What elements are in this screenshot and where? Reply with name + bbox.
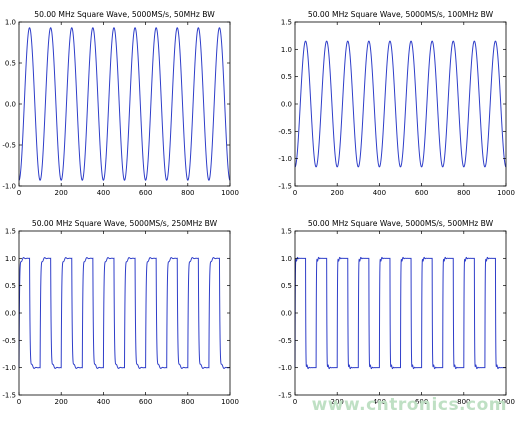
x-tick-label: 600 [415, 189, 428, 197]
plot-frame [294, 21, 507, 187]
y-tick-label: 0.5 [5, 282, 16, 290]
y-tick-label: 0.5 [281, 282, 292, 290]
y-tick-label: -0.5 [278, 337, 292, 345]
x-tick-label: 800 [181, 189, 194, 197]
chart-panel-3: 50.00 MHz Square Wave, 5000MS/s, 250MHz … [2, 219, 239, 406]
y-tick-label: 1.5 [5, 228, 16, 236]
y-tick-label: 0.5 [281, 73, 292, 81]
chart-title: 50.00 MHz Square Wave, 5000MS/s, 500MHz … [308, 219, 494, 228]
y-tick-label: 1.0 [281, 46, 292, 54]
series-line [18, 257, 231, 369]
x-tick-label: 800 [457, 398, 470, 406]
x-tick-label: 0 [17, 398, 21, 406]
series-line [294, 256, 506, 370]
x-tick-label: 1000 [221, 398, 239, 406]
y-tick-label: 0.0 [5, 101, 16, 109]
y-tick-label: 0.0 [5, 310, 16, 318]
y-tick-label: 1.0 [5, 255, 16, 263]
y-tick-label: 0.0 [281, 101, 292, 109]
x-tick-label: 400 [373, 398, 386, 406]
x-tick-label: 600 [139, 398, 152, 406]
chart-title: 50.00 MHz Square Wave, 5000MS/s, 250MHz … [32, 219, 218, 228]
y-tick-label: -1.0 [2, 364, 16, 372]
x-tick-label: 400 [97, 189, 110, 197]
y-tick-label: -1.5 [278, 183, 292, 191]
y-tick-label: 0.5 [5, 60, 16, 68]
x-tick-label: 600 [415, 398, 428, 406]
y-tick-label: -0.5 [2, 142, 16, 150]
y-tick-label: 1.5 [281, 228, 292, 236]
watermark-text: www.cntronics.com [311, 395, 507, 415]
x-tick-label: 1000 [221, 189, 239, 197]
y-tick-label: 0.0 [281, 310, 292, 318]
chart-panel-2: 50.00 MHz Square Wave, 5000MS/s, 100MHz … [278, 10, 515, 197]
x-tick-label: 200 [331, 189, 344, 197]
x-tick-label: 400 [373, 189, 386, 197]
chart-panel-4: 50.00 MHz Square Wave, 5000MS/s, 500MHz … [278, 219, 515, 406]
y-tick-label: -0.5 [2, 337, 16, 345]
y-tick-label: -1.5 [278, 392, 292, 400]
chart-title: 50.00 MHz Square Wave, 5000MS/s, 100MHz … [308, 10, 494, 19]
x-tick-label: 0 [17, 189, 21, 197]
x-tick-label: 0 [293, 189, 297, 197]
series-line [18, 27, 231, 181]
y-tick-label: -1.0 [278, 155, 292, 163]
y-tick-label: -1.5 [2, 392, 16, 400]
y-tick-label: 1.5 [281, 19, 292, 27]
chart-panel-1: 50.00 MHz Square Wave, 5000MS/s, 50MHz B… [2, 10, 239, 197]
x-tick-label: 400 [97, 398, 110, 406]
x-tick-label: 800 [457, 189, 470, 197]
x-tick-label: 200 [331, 398, 344, 406]
y-tick-label: 1.0 [5, 19, 16, 27]
y-tick-label: 1.0 [281, 255, 292, 263]
y-tick-label: -1.0 [278, 364, 292, 372]
chart-title: 50.00 MHz Square Wave, 5000MS/s, 50MHz B… [34, 10, 215, 19]
x-tick-label: 1000 [497, 398, 515, 406]
series-line [294, 40, 507, 168]
y-tick-label: -1.0 [2, 183, 16, 191]
x-tick-label: 1000 [497, 189, 515, 197]
x-tick-label: 800 [181, 398, 194, 406]
plot-frame [18, 21, 231, 187]
y-tick-label: -0.5 [278, 128, 292, 136]
x-tick-label: 200 [55, 189, 68, 197]
x-tick-label: 200 [55, 398, 68, 406]
x-tick-label: 600 [139, 189, 152, 197]
x-tick-label: 0 [293, 398, 297, 406]
